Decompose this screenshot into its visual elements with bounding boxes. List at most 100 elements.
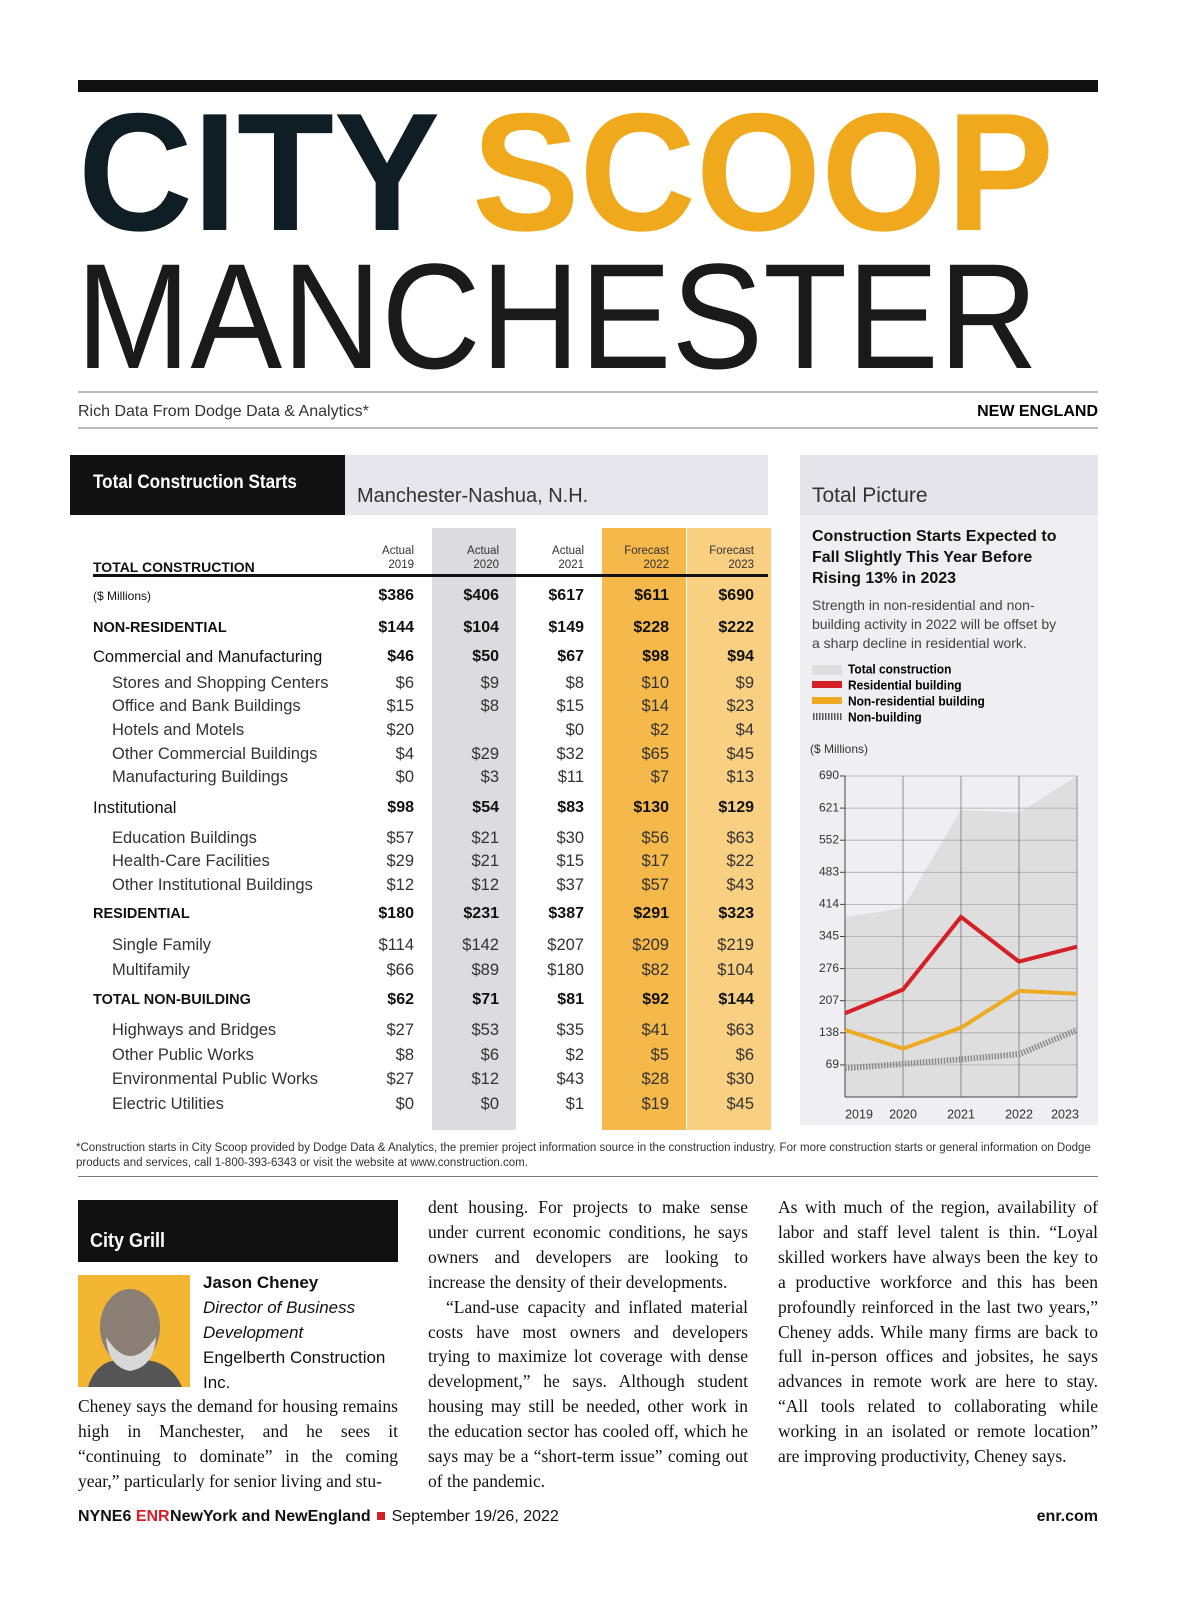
row-label: Hotels and Motels — [112, 721, 245, 739]
profile-name: Jason Cheney — [203, 1273, 319, 1292]
row-label: Commercial and Manufacturing — [93, 648, 323, 666]
cell: $82 — [641, 961, 669, 979]
cell: $114 — [378, 936, 414, 954]
cell: $32 — [556, 745, 584, 763]
cell: $129 — [718, 799, 754, 816]
cell: $104 — [717, 961, 754, 979]
cell: $22 — [726, 852, 754, 870]
column-kind: Forecast — [709, 545, 754, 557]
chart-title: Construction Starts Expected to Fall Sli… — [812, 528, 1057, 587]
row-label: NON-RESIDENTIAL — [93, 620, 227, 636]
column-shade — [602, 528, 686, 1130]
cell: $1 — [565, 1095, 584, 1113]
legend-swatch — [812, 665, 842, 675]
cell: $45 — [726, 1095, 754, 1113]
cell: $10 — [641, 674, 669, 692]
cell: $209 — [632, 936, 669, 954]
column-year: 2021 — [558, 559, 584, 571]
table-region: Manchester-Nashua, N.H. — [357, 485, 589, 507]
column-year: 2022 — [643, 559, 669, 571]
table-title: Total Construction Starts — [93, 472, 297, 493]
cell: $81 — [557, 991, 584, 1008]
profile-company: Engelberth Construction Inc. — [203, 1348, 386, 1392]
legend-swatch — [812, 697, 842, 704]
y-tick-label: 621 — [819, 800, 839, 814]
row-label: RESIDENTIAL — [93, 906, 190, 922]
top-rule — [78, 80, 1098, 92]
cell: $8 — [480, 697, 499, 715]
y-tick-label: 483 — [819, 864, 839, 878]
cell: $142 — [462, 936, 499, 954]
row-label: Stores and Shopping Centers — [112, 674, 329, 692]
row-label: Office and Bank Buildings — [112, 697, 301, 715]
chart-subtitle: Strength in non-residential and non-buil… — [812, 597, 1057, 651]
cell: $28 — [641, 1070, 669, 1088]
cell: $180 — [378, 905, 414, 922]
cell: $15 — [556, 852, 584, 870]
footer-square — [377, 1512, 386, 1520]
column-year: 2020 — [473, 559, 499, 571]
cell: $13 — [726, 768, 754, 786]
cell: $19 — [641, 1095, 669, 1113]
profile-heading-box — [78, 1200, 398, 1262]
x-tick-label: 2023 — [1051, 1107, 1079, 1121]
footer-site: enr.com — [1036, 1508, 1098, 1525]
cell: $12 — [386, 876, 414, 894]
cell: $41 — [641, 1021, 669, 1039]
y-tick-label: 552 — [819, 832, 839, 846]
y-tick-label: 69 — [826, 1057, 840, 1071]
y-tick-label: 690 — [819, 768, 839, 782]
cell: $0 — [395, 1095, 414, 1113]
cell: $2 — [565, 1046, 584, 1064]
row-label: Highways and Bridges — [112, 1021, 277, 1039]
cell: $27 — [386, 1070, 414, 1088]
footer-date: September 19/26, 2022 — [391, 1508, 559, 1525]
paragraph: As with much of the region, availability… — [778, 1197, 1098, 1467]
table-region-box — [345, 455, 768, 515]
cell: $222 — [718, 619, 754, 636]
cell: $2 — [650, 721, 669, 739]
cell: $71 — [472, 991, 499, 1008]
legend-label: Residential building — [848, 678, 962, 693]
cell: $15 — [556, 697, 584, 715]
cell: $63 — [726, 1021, 754, 1039]
cell: $54 — [472, 799, 499, 816]
cell: $89 — [471, 961, 499, 979]
row-label: Other Commercial Buildings — [112, 745, 318, 763]
article-column: Cheney says the demand for housing remai… — [78, 1394, 398, 1494]
cell: $98 — [387, 799, 414, 816]
footer-edition: NewYork and NewEngland — [170, 1508, 371, 1525]
row-label: Environmental Public Works — [112, 1070, 319, 1088]
footer: NYNE6 ENR NewYork and NewEngland Septemb… — [78, 1508, 559, 1526]
cell: $15 — [386, 697, 414, 715]
cell: $611 — [634, 587, 669, 604]
cell: $57 — [386, 829, 414, 847]
y-tick-label: 276 — [819, 961, 839, 975]
row-label: Health-Care Facilities — [112, 852, 270, 870]
legend-label: Non-building — [848, 710, 922, 725]
cell: $8 — [565, 674, 584, 692]
line — [844, 988, 1078, 1051]
cell: $387 — [548, 905, 584, 922]
cell: $7 — [650, 768, 669, 786]
cell: $144 — [378, 619, 414, 636]
profile-text: Jason Cheney Director of Business Develo… — [203, 1270, 403, 1395]
cell: $617 — [548, 587, 584, 604]
cell: $21 — [471, 829, 499, 847]
legend-label: Total construction — [848, 662, 951, 677]
column-kind: Actual — [552, 545, 584, 557]
y-axis-label: ($ Millions) — [810, 742, 868, 756]
table-title-box — [70, 455, 345, 515]
cell: $35 — [556, 1021, 584, 1039]
cell: $62 — [387, 991, 414, 1008]
row-label: Electric Utilities — [112, 1095, 224, 1113]
footer-brand: ENR — [135, 1508, 170, 1525]
row-label: ($ Millions) — [93, 589, 152, 603]
paragraph: Cheney says the demand for housing remai… — [78, 1396, 398, 1491]
cell: $83 — [557, 799, 584, 816]
cell: $4 — [395, 745, 414, 763]
cell: $0 — [480, 1095, 499, 1113]
cell: $56 — [641, 829, 669, 847]
x-tick-label: 2019 — [845, 1107, 873, 1121]
